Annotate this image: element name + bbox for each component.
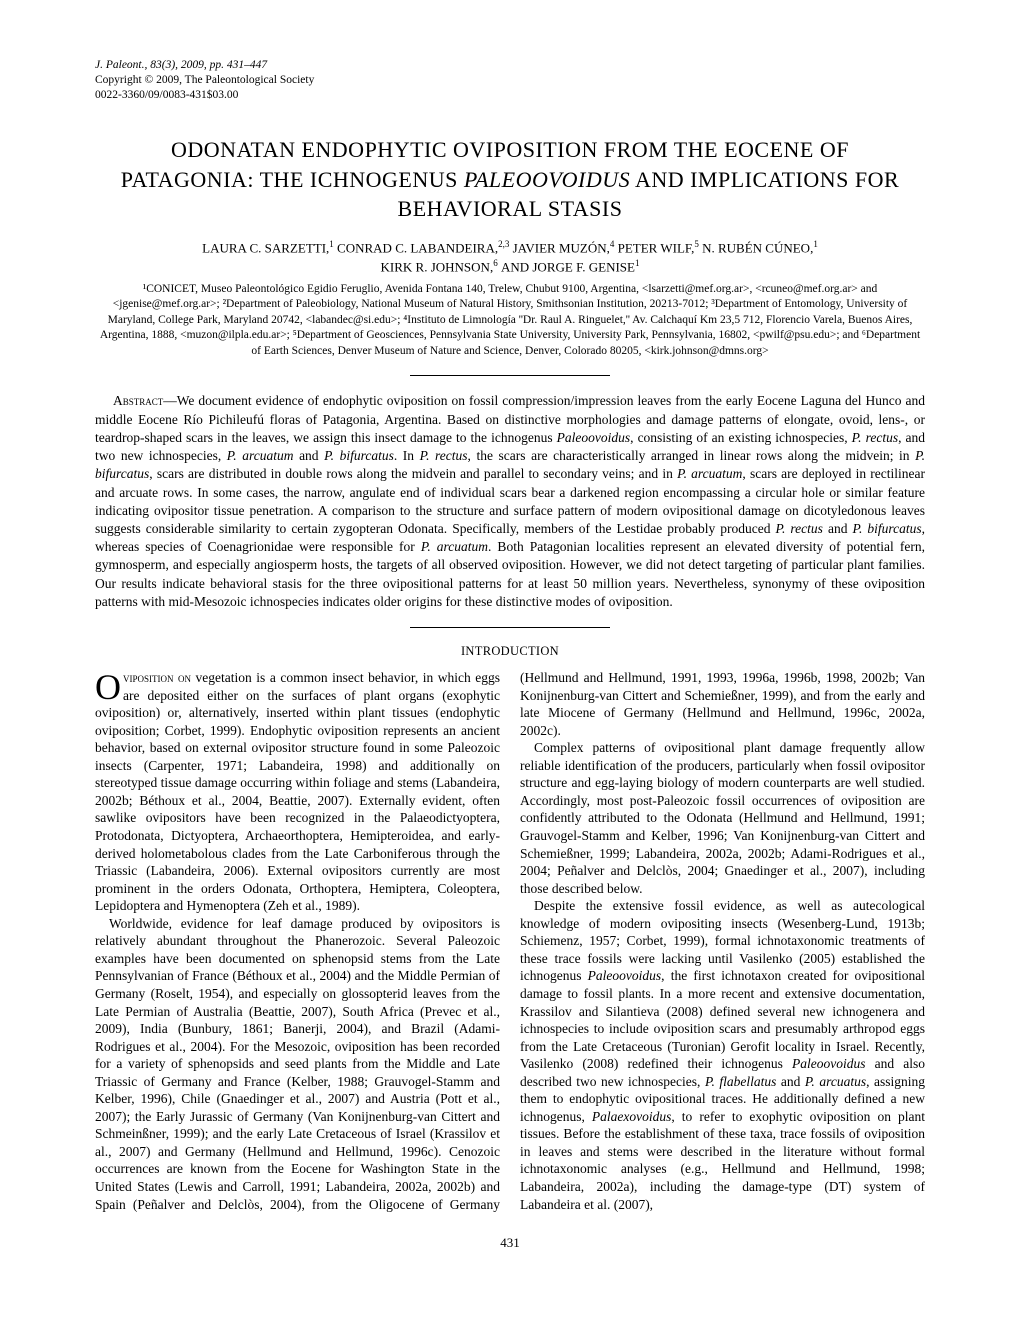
author-and: AND — [501, 260, 532, 275]
author-3: JAVIER MUZÓN, — [513, 240, 610, 255]
abstract-body-f: , the scars are characteristically arran… — [468, 448, 916, 463]
section-heading-introduction: INTRODUCTION — [95, 644, 925, 659]
abstract-italic-1: Paleoovoidus — [557, 430, 631, 445]
abstract-italic-7: P. arcuatum — [677, 466, 742, 481]
page-number: 431 — [95, 1235, 925, 1251]
copyright-line: Copyright © 2009, The Paleontological So… — [95, 74, 314, 86]
dropcap: O — [95, 669, 123, 702]
rule-above-abstract — [410, 375, 610, 376]
rule-below-abstract — [410, 627, 610, 628]
journal-header: J. Paleont., 83(3), 2009, pp. 431–447 Co… — [95, 58, 925, 103]
abstract-italic-3: P. arcuatum — [227, 448, 294, 463]
affiliations-block: ¹CONICET, Museo Paleontológico Egidio Fe… — [95, 282, 925, 360]
body-p4-i5: Palaexovoidus — [592, 1109, 671, 1124]
author-6: KIRK R. JOHNSON, — [381, 260, 494, 275]
abstract: Abstract—We document evidence of endophy… — [95, 392, 925, 611]
author-5-aff: 1 — [813, 239, 818, 249]
title-line-2-italic: PALEOOVOIDUS — [464, 167, 630, 192]
body-para-1: Oviposition on vegetation is a common in… — [95, 669, 500, 915]
abstract-label: Abstract — [113, 393, 163, 408]
abstract-body-e: . In — [394, 448, 420, 463]
body-p4-i1: Paleoovoidus — [588, 968, 662, 983]
issn-line: 0022-3360/09/0083-431$03.00 — [95, 89, 238, 101]
abstract-italic-8: P. rectus — [776, 521, 823, 536]
article-title: ODONATAN ENDOPHYTIC OVIPOSITION FROM THE… — [95, 135, 925, 224]
body-columns: Oviposition on vegetation is a common in… — [95, 669, 925, 1213]
body-p1-text: vegetation is a common insect behavior, … — [95, 670, 500, 913]
author-1-aff: 1 — [329, 239, 334, 249]
abstract-italic-10: P. arcuatum — [421, 539, 488, 554]
body-p4-i3: P. flabellatus — [705, 1074, 776, 1089]
author-2: CONRAD C. LABANDEIRA, — [337, 240, 498, 255]
abstract-italic-2: P. rectus — [852, 430, 898, 445]
author-5: N. RUBÉN CÚNEO, — [702, 240, 813, 255]
author-1: LAURA C. SARZETTI, — [202, 240, 329, 255]
title-line-2a: PATAGONIA: THE ICHNOGENUS — [121, 167, 464, 192]
abstract-italic-5: P. rectus — [420, 448, 468, 463]
title-line-1: ODONATAN ENDOPHYTIC OVIPOSITION FROM THE… — [171, 137, 849, 162]
page-container: J. Paleont., 83(3), 2009, pp. 431–447 Co… — [0, 0, 1020, 1291]
journal-citation: J. Paleont., 83(3), 2009, pp. 431–447 — [95, 59, 267, 71]
abstract-italic-9: P. bifurcatus — [852, 521, 921, 536]
authors-block: LAURA C. SARZETTI,1 CONRAD C. LABANDEIRA… — [95, 238, 925, 277]
abstract-body-i: and — [823, 521, 853, 536]
abstract-body-b: , consisting of an existing ichnospecies… — [630, 430, 852, 445]
abstract-body-g: , scars are distributed in double rows a… — [149, 466, 677, 481]
body-para-3: Complex patterns of ovipositional plant … — [520, 739, 925, 897]
author-7-aff: 1 — [635, 258, 640, 268]
author-7: JORGE F. GENISE — [532, 260, 635, 275]
body-para-4: Despite the extensive fossil evidence, a… — [520, 897, 925, 1213]
author-2-aff: 2,3 — [498, 239, 509, 249]
author-6-aff: 6 — [493, 258, 498, 268]
author-4-aff: 5 — [694, 239, 699, 249]
author-3-aff: 4 — [610, 239, 615, 249]
abstract-body-d: and — [294, 448, 325, 463]
title-line-2c: AND IMPLICATIONS FOR — [630, 167, 899, 192]
body-p4-d: and — [776, 1074, 805, 1089]
body-p4-i4: P. arcuatus — [805, 1074, 866, 1089]
title-line-3: BEHAVIORAL STASIS — [398, 196, 623, 221]
body-p1-caps: viposition on — [123, 670, 191, 685]
body-p4-f: , to refer to exophytic oviposition on p… — [520, 1109, 925, 1212]
affiliations-text: ¹CONICET, Museo Paleontológico Egidio Fe… — [100, 283, 920, 357]
author-4: PETER WILF, — [618, 240, 695, 255]
body-p4-i2: Paleoovoidus — [792, 1056, 866, 1071]
abstract-italic-4: P. bifurcatus — [324, 448, 394, 463]
